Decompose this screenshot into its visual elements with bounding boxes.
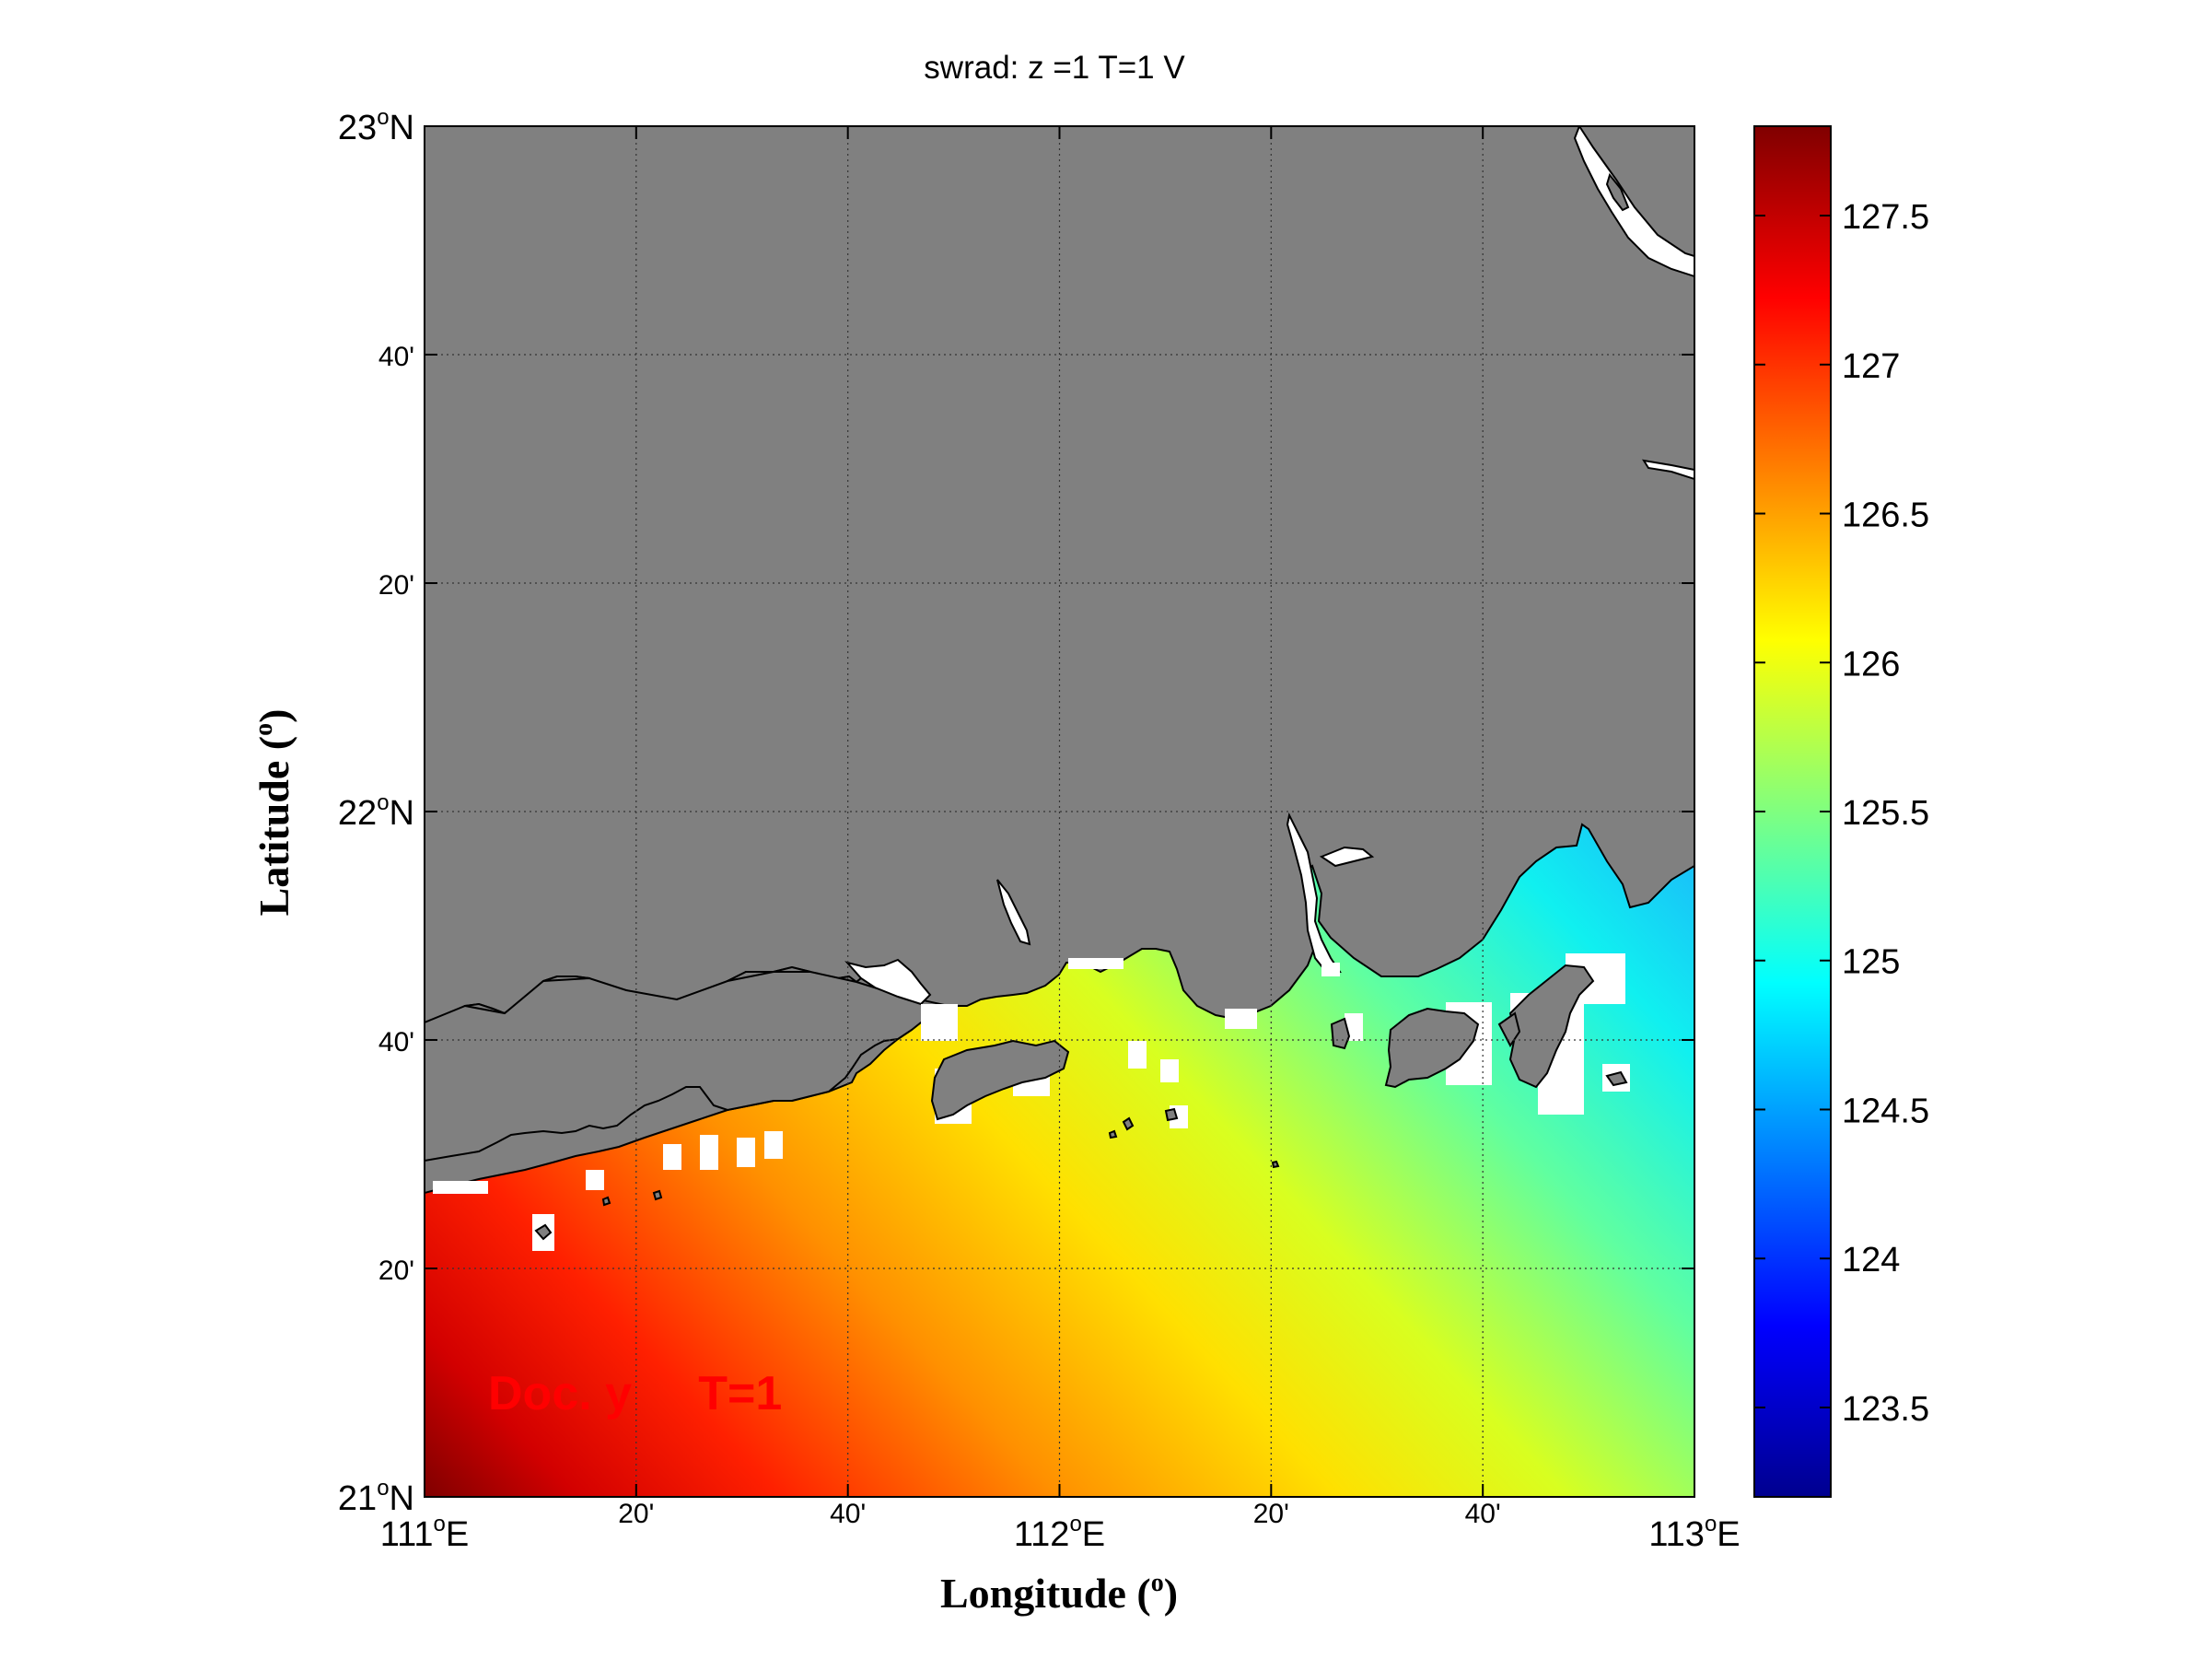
y-minor-tick-label: 40' (378, 1027, 414, 1057)
x-minor-tick-label: 40' (830, 1499, 866, 1529)
plot-title: swrad: z =1 T=1 V (924, 50, 1185, 86)
estuary-mid (996, 879, 1031, 946)
island-small-1 (1108, 1129, 1118, 1139)
island-west (534, 1223, 553, 1241)
river-north (1573, 126, 1694, 278)
colorbar-tick-label: 123.5 (1842, 1390, 1929, 1429)
island-xiachuan (1384, 1007, 1480, 1089)
colorbar-tick-label: 125.5 (1842, 794, 1929, 833)
x-major-tick-label: 113oE (1648, 1512, 1740, 1554)
island-shangchuan (930, 1039, 1070, 1121)
y-minor-tick-label: 20' (378, 570, 414, 601)
river-east (1641, 459, 1694, 481)
colorbar-tick-label: 126.5 (1842, 497, 1929, 535)
axis-ticks (424, 125, 1695, 1498)
islands (534, 964, 1628, 1241)
colorbar-tick-label: 124.5 (1842, 1092, 1929, 1130)
colorbar-tick-label: 125 (1842, 943, 1900, 982)
x-minor-tick-label: 20' (618, 1499, 654, 1529)
x-minor-tick-label: 20' (1253, 1499, 1289, 1529)
map-annotation: Doc. y T=1 (488, 1367, 782, 1420)
island-mid-a (1330, 1017, 1351, 1050)
island-small-4 (601, 1196, 611, 1207)
y-major-tick-label: 22oN (338, 790, 414, 833)
island-east-a (1508, 964, 1595, 1089)
x-minor-tick-label: 40' (1465, 1499, 1501, 1529)
island-small-3 (652, 1189, 663, 1201)
x-tick-labels: 111oE 112oE 113oE 20' 40' 20' 40' (380, 1499, 1740, 1554)
x-axis-title: Longitude (o) (940, 1569, 1178, 1617)
y-minor-tick-label: 40' (378, 342, 414, 372)
island-mid-b (1122, 1116, 1135, 1131)
colorbar-tick-label: 127 (1842, 347, 1900, 386)
island-mid-d (1605, 1070, 1628, 1087)
colorbar-tick-label: 124 (1842, 1241, 1900, 1279)
colorbar-tick-label: 126 (1842, 645, 1900, 683)
coastal-land-2 (425, 971, 951, 1162)
river-islet (1605, 172, 1630, 212)
estuary-west (844, 958, 932, 1006)
island-east-b (1497, 1011, 1521, 1047)
y-major-tick-label: 23oN (338, 105, 414, 147)
colorbar-ticks: 123.5 124 124.5 125 125.5 126 126.5 127 127.5 (1754, 198, 1929, 1429)
y-major-tick-label: 21oN (338, 1476, 414, 1518)
y-minor-tick-label: 20' (378, 1256, 414, 1286)
map-grid (425, 126, 1694, 1497)
colorbar-tick-label: 127.5 (1842, 198, 1929, 237)
island-small-2 (1271, 1160, 1280, 1169)
y-axis-title: Latitude (o) (250, 709, 297, 917)
map-panel (425, 126, 1694, 1497)
x-major-tick-label: 112oE (1014, 1512, 1105, 1554)
estuary-east-lake (1319, 846, 1375, 868)
y-tick-labels: 21oN 22oN 23oN 20' 40' 20' 40' (338, 105, 414, 1518)
colorbar-gradient (1753, 125, 1832, 1498)
colorbar: 123.5 124 124.5 125 125.5 126 126.5 127 127.5 (1753, 125, 1929, 1498)
x-major-tick-label: 111oE (380, 1512, 469, 1554)
island-mid-c (1164, 1107, 1179, 1122)
